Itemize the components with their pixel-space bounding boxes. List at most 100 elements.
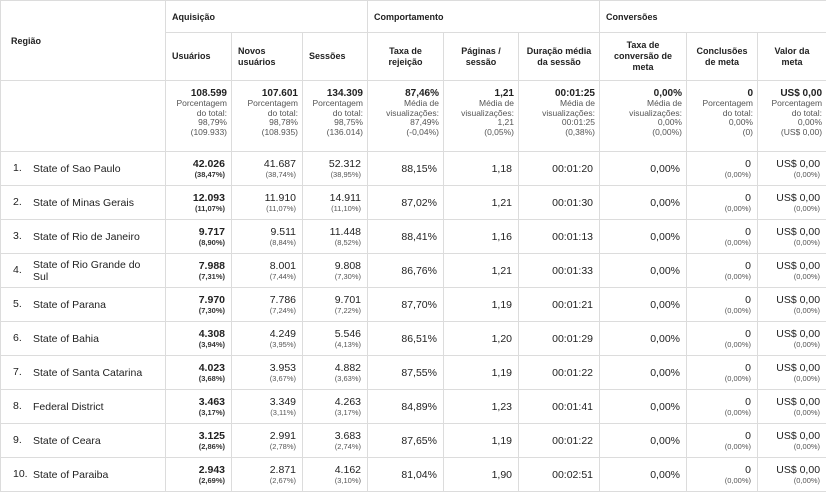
region-link[interactable]: State of Bahia xyxy=(33,332,99,345)
new-users-percent: (2,78%) xyxy=(269,442,296,451)
bounce-rate-cell: 81,04% xyxy=(367,457,444,492)
bounce-rate-cell: 86,76% xyxy=(367,253,444,288)
goal-completions-header[interactable]: Conclusões de meta xyxy=(686,32,758,81)
bounce-rate-header[interactable]: Taxa de rejeição xyxy=(367,32,444,81)
region-header[interactable]: Região xyxy=(0,0,166,81)
goal-value-cell: US$ 0,00 (0,00%) xyxy=(756,355,826,390)
bounce-rate-cell: 84,89% xyxy=(367,389,444,424)
region-link[interactable]: State of Minas Gerais xyxy=(33,196,134,209)
region-link[interactable]: State of Parana xyxy=(33,298,106,311)
table-row: 3. State of Rio de Janeiro 9.717 (8,90%) 9.5… xyxy=(0,219,826,254)
goal-value-percent: (0,00%) xyxy=(793,340,821,349)
pages-per-session-header[interactable]: Páginas / sessão xyxy=(443,32,519,81)
new-users-cell: 7.786 (7,24%) xyxy=(231,287,303,322)
goal-value-header[interactable]: Valor da meta xyxy=(756,32,826,81)
region-link[interactable]: State of Ceara xyxy=(33,434,101,447)
new-users-header[interactable]: Novos usuários xyxy=(231,32,303,81)
new-users-value: 2.991 xyxy=(269,430,296,442)
goal-value-value: US$ 0,00 xyxy=(776,328,821,340)
users-value: 42.026 xyxy=(192,158,225,170)
conv-rate-cell: 0,00% xyxy=(599,253,687,288)
avg-duration-cell: 00:01:22 xyxy=(518,423,600,458)
goal-value-cell: US$ 0,00 (0,00%) xyxy=(756,423,826,458)
users-cell: 3.125 (2,86%) xyxy=(165,423,232,458)
goal-completions-percent: (0,00%) xyxy=(724,204,751,213)
region-link[interactable]: State of Santa Catarina xyxy=(33,366,143,379)
sessions-value: 4.882 xyxy=(334,362,361,374)
table-row: 10. State of Paraiba 2.943 (2,69%) 2.871 (2,6… xyxy=(0,457,826,492)
avg-duration-cell: 00:02:51 xyxy=(518,457,600,492)
new-users-value: 3.349 xyxy=(269,396,296,408)
bounce-rate-cell: 87,65% xyxy=(367,423,444,458)
users-percent: (7,31%) xyxy=(198,272,225,281)
goal-completions-value: 0 xyxy=(745,464,751,476)
sessions-cell: 5.546 (4,13%) xyxy=(302,321,368,356)
goal-value-cell: US$ 0,00 (0,00%) xyxy=(756,185,826,220)
region-link[interactable]: State of Rio de Janeiro xyxy=(33,230,140,243)
sessions-value: 11.448 xyxy=(329,226,361,238)
users-header[interactable]: Usuários xyxy=(165,32,232,81)
avg-duration-cell: 00:01:30 xyxy=(518,185,600,220)
conv-rate-cell: 0,00% xyxy=(599,389,687,424)
goal-value-percent: (0,00%) xyxy=(793,170,821,179)
pages-per-session-cell: 1,18 xyxy=(443,151,519,186)
new-users-percent: (3,11%) xyxy=(270,408,296,417)
goal-completions-value: 0 xyxy=(745,430,751,442)
sessions-value: 52.312 xyxy=(328,158,361,170)
bounce-rate-cell: 87,55% xyxy=(367,355,444,390)
new-users-cell: 3.349 (3,11%) xyxy=(231,389,303,424)
table-row: 5. State of Parana 7.970 (7,30%) 7.786 (7,24%… xyxy=(0,287,826,322)
goal-completions-cell: 0 (0,00%) xyxy=(686,423,758,458)
goal-completions-cell: 0 (0,00%) xyxy=(686,287,758,322)
avg-duration-cell: 00:01:22 xyxy=(518,355,600,390)
users-value: 12.093 xyxy=(192,192,225,204)
goal-completions-cell: 0 (0,00%) xyxy=(686,219,758,254)
region-link[interactable]: State of Rio Grande do Sul xyxy=(33,258,141,283)
goal-value-value: US$ 0,00 xyxy=(776,226,821,238)
new-users-value: 8.001 xyxy=(269,260,296,272)
behavior-group-header: Comportamento xyxy=(367,0,600,33)
sessions-value: 5.546 xyxy=(334,328,361,340)
region-link[interactable]: State of Paraiba xyxy=(33,468,109,481)
goal-completions-value: 0 xyxy=(745,192,751,204)
table-row: 1. State of Sao Paulo 42.026 (38,47%) 41.687… xyxy=(0,151,826,186)
goal-completions-cell: 0 (0,00%) xyxy=(686,355,758,390)
region-link[interactable]: State of Sao Paulo xyxy=(33,162,121,175)
users-percent: (11,07%) xyxy=(194,204,225,213)
goal-completions-cell: 0 (0,00%) xyxy=(686,185,758,220)
table-row: 9. State of Ceara 3.125 (2,86%) 2.991 (2,78%)… xyxy=(0,423,826,458)
goal-completions-percent: (0,00%) xyxy=(724,340,751,349)
users-value: 4.308 xyxy=(198,328,225,340)
totals-sessions: 134.309 Porcentagem do total: 98,75% (13… xyxy=(302,80,368,152)
new-users-cell: 41.687 (38,74%) xyxy=(231,151,303,186)
goal-conversion-rate-header[interactable]: Taxa de conversão de meta xyxy=(599,32,687,81)
row-index: 2. xyxy=(13,196,22,209)
goal-completions-percent: (0,00%) xyxy=(724,374,751,383)
new-users-percent: (38,74%) xyxy=(265,170,296,179)
sessions-header[interactable]: Sessões xyxy=(302,32,368,81)
goal-value-value: US$ 0,00 xyxy=(776,158,821,170)
region-cell: 4. State of Rio Grande do Sul xyxy=(0,253,166,288)
bounce-rate-cell: 88,41% xyxy=(367,219,444,254)
new-users-percent: (3,67%) xyxy=(269,374,296,383)
totals-new-users: 107.601 Porcentagem do total: 98,78% (10… xyxy=(231,80,303,152)
region-cell: 3. State of Rio de Janeiro xyxy=(0,219,166,254)
new-users-percent: (3,95%) xyxy=(269,340,296,349)
region-link[interactable]: Federal District xyxy=(33,400,104,413)
goal-value-value: US$ 0,00 xyxy=(776,260,821,272)
sessions-percent: (11,10%) xyxy=(331,204,361,213)
new-users-percent: (11,07%) xyxy=(266,204,296,213)
conv-rate-cell: 0,00% xyxy=(599,287,687,322)
bounce-rate-cell: 88,15% xyxy=(367,151,444,186)
conv-rate-cell: 0,00% xyxy=(599,355,687,390)
table-row: 4. State of Rio Grande do Sul 7.988 (7,31%)… xyxy=(0,253,826,288)
goal-value-cell: US$ 0,00 (0,00%) xyxy=(756,321,826,356)
new-users-cell: 3.953 (3,67%) xyxy=(231,355,303,390)
row-index: 6. xyxy=(13,332,22,345)
pages-per-session-cell: 1,90 xyxy=(443,457,519,492)
conv-rate-cell: 0,00% xyxy=(599,219,687,254)
goal-completions-percent: (0,00%) xyxy=(724,306,751,315)
totals-pages: 1,21 Média de visualizações: 1,21 (0,05%… xyxy=(443,80,519,152)
sessions-percent: (2,74%) xyxy=(334,442,361,451)
avg-session-duration-header[interactable]: Duração média da sessão xyxy=(518,32,600,81)
